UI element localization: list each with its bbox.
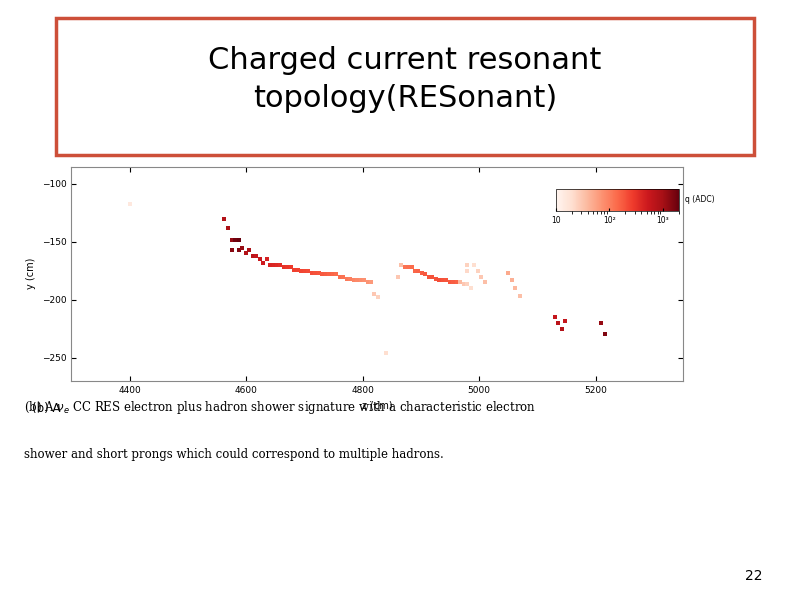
Text: Charged current resonant
topology(RESonant): Charged current resonant topology(RESona… — [208, 46, 602, 113]
Text: (b) A: (b) A — [32, 402, 64, 415]
Text: shower and short prongs which could correspond to multiple hadrons.: shower and short prongs which could corr… — [24, 447, 444, 461]
Text: (b) A $\nu_e$ CC RES electron plus hadron shower signature with a characteristic: (b) A $\nu_e$ CC RES electron plus hadro… — [24, 399, 536, 416]
Y-axis label: y (cm): y (cm) — [26, 258, 37, 289]
FancyBboxPatch shape — [56, 18, 754, 155]
X-axis label: z (cm): z (cm) — [362, 400, 392, 410]
Text: 22: 22 — [745, 569, 762, 583]
Text: q (ADC): q (ADC) — [685, 195, 715, 205]
